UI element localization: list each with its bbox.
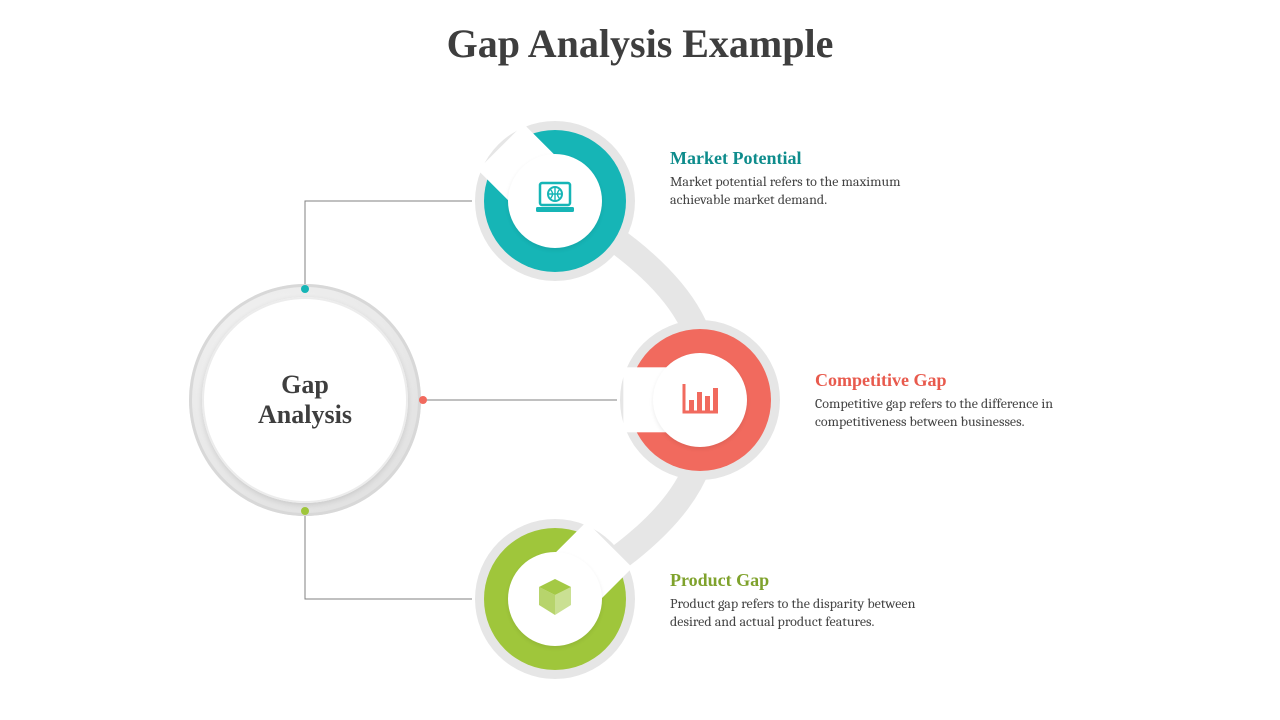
node-product-text: Product Gap Product gap refers to the dis… [670, 570, 930, 630]
connector-dot-product [301, 507, 309, 515]
node-product-ring [484, 528, 626, 670]
node-product-body: Product gap refers to the disparity betw… [670, 595, 930, 630]
node-competitive-heading: Competitive Gap [815, 370, 1075, 391]
node-product-inner [508, 552, 602, 646]
node-market-inner [508, 154, 602, 248]
connector-dot-competitive [419, 396, 427, 404]
node-market-body: Market potential refers to the maximum a… [670, 173, 930, 208]
node-competitive-body: Competitive gap refers to the difference… [815, 395, 1075, 430]
node-competitive-text: Competitive Gap Competitive gap refers to… [815, 370, 1075, 430]
box-3d-icon [533, 575, 577, 624]
node-product-heading: Product Gap [670, 570, 930, 591]
node-market-ring [484, 130, 626, 272]
bar-chart-icon [678, 378, 722, 423]
connector-market [305, 201, 472, 289]
connector-product [305, 511, 472, 599]
node-market-text: Market Potential Market potential refers … [670, 148, 930, 208]
connector-dot-market [301, 285, 309, 293]
node-market-heading: Market Potential [670, 148, 930, 169]
hub-label: GapAnalysis [217, 312, 393, 488]
node-competitive-ring [629, 329, 771, 471]
node-competitive-inner [653, 353, 747, 447]
laptop-globe-icon [533, 179, 577, 224]
page-title: Gap Analysis Example [0, 20, 1280, 67]
slide: Gap Analysis Example GapAnalysis Market … [0, 0, 1280, 720]
